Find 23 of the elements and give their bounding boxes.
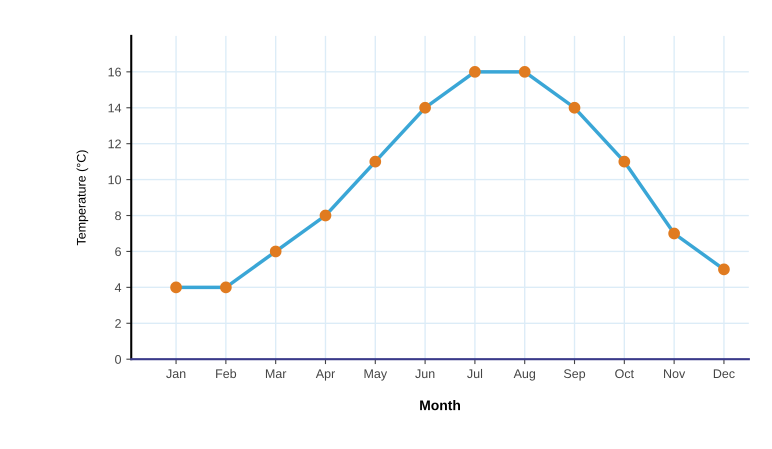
y-tick-label: 16 <box>108 68 121 76</box>
x-tick-label: Nov <box>664 369 686 378</box>
y-tick-label: 8 <box>115 211 121 220</box>
x-tick-label: Jan <box>166 369 186 378</box>
x-tick-label: Dec <box>714 369 735 378</box>
y-tick-label: 4 <box>114 283 122 292</box>
x-tick-label: Mar <box>266 369 286 378</box>
x-tick-label: Oct <box>615 369 634 378</box>
x-tick-label: Feb <box>216 368 236 378</box>
y-axis-title: Temperature (°C) <box>76 150 88 246</box>
y-tick-label: 2 <box>115 319 121 328</box>
x-tick-label: Jul <box>467 368 482 378</box>
y-tick-label: 12 <box>108 139 121 148</box>
x-tick-label: May <box>364 369 388 381</box>
y-tick-label: 6 <box>115 247 121 256</box>
y-tick-label: 10 <box>108 175 122 184</box>
x-tick-label: Aug <box>514 369 536 381</box>
x-tick-label: Sep <box>564 369 586 381</box>
x-tick-label: Jun <box>415 369 434 378</box>
y-tick-label: 0 <box>115 355 122 364</box>
x-tick-label: Apr <box>316 369 336 381</box>
x-axis-title: Month <box>420 400 460 410</box>
y-tick-label: 14 <box>108 104 122 112</box>
